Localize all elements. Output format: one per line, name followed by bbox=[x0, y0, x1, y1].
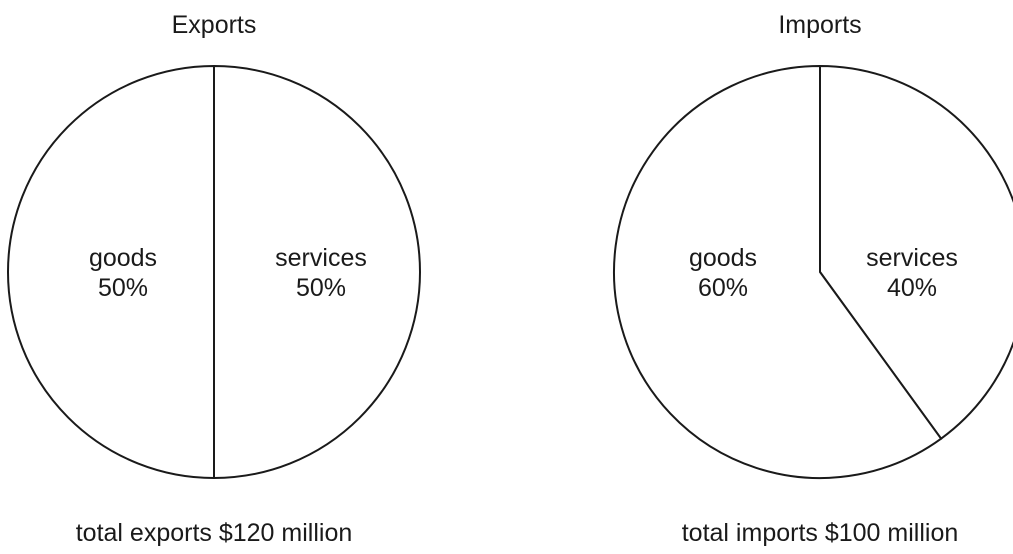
exports-slice-services bbox=[213, 64, 421, 480]
imports-slice-services bbox=[819, 64, 1013, 441]
imports-total-label: total imports $100 million bbox=[682, 519, 959, 547]
exports-services-label: services bbox=[275, 244, 367, 272]
exports-goods-label: goods bbox=[89, 244, 157, 272]
imports-services-label: services bbox=[866, 244, 958, 272]
imports-slice-goods bbox=[613, 64, 943, 479]
imports-chart-title: Imports bbox=[778, 11, 861, 39]
exports-chart-title: Exports bbox=[172, 11, 257, 39]
exports-goods-percent-label: 50% bbox=[98, 274, 148, 302]
exports-total-label: total exports $120 million bbox=[76, 519, 353, 547]
exports-services-percent-label: 50% bbox=[296, 274, 346, 302]
imports-goods-label: goods bbox=[689, 244, 757, 272]
imports-goods-percent-label: 60% bbox=[698, 274, 748, 302]
exports-slice-goods bbox=[7, 64, 215, 480]
imports-services-percent-label: 40% bbox=[887, 274, 937, 302]
